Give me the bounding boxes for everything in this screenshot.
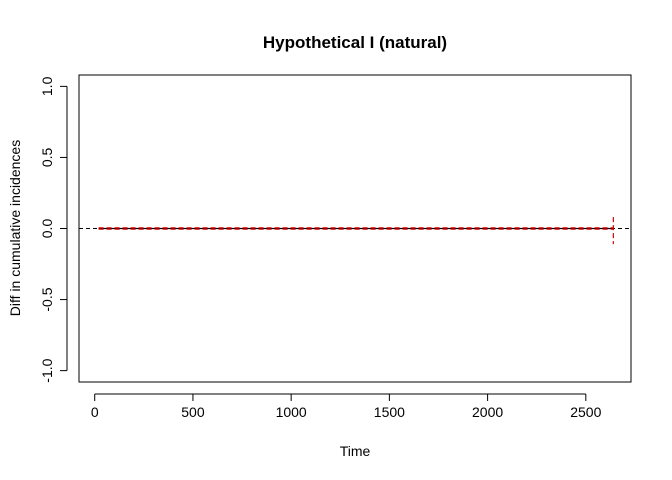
x-tick-label: 2500 [570, 404, 601, 420]
y-axis-label: Diff in cumulative incidences [7, 140, 23, 316]
x-axis-label: Time [340, 443, 371, 459]
y-tick-label: 0.5 [39, 147, 55, 167]
x-tick-label: 500 [181, 404, 205, 420]
y-tick-label: 1.0 [39, 76, 55, 96]
x-tick-label: 1000 [276, 404, 307, 420]
axes: 0 500 1000 1500 2000 2500 -1.0 -0.5 0.0 0.5 1.0 [39, 76, 602, 420]
y-tick-label: 0.0 [39, 219, 55, 239]
x-tick-label: 2000 [472, 404, 503, 420]
chart-title: Hypothetical I (natural) [263, 33, 447, 52]
x-tick-label: 1500 [374, 404, 405, 420]
x-tick-label: 0 [91, 404, 99, 420]
y-tick-label: -1.0 [39, 358, 55, 382]
y-tick-label: -0.5 [39, 287, 55, 311]
plot-marks [79, 217, 631, 245]
